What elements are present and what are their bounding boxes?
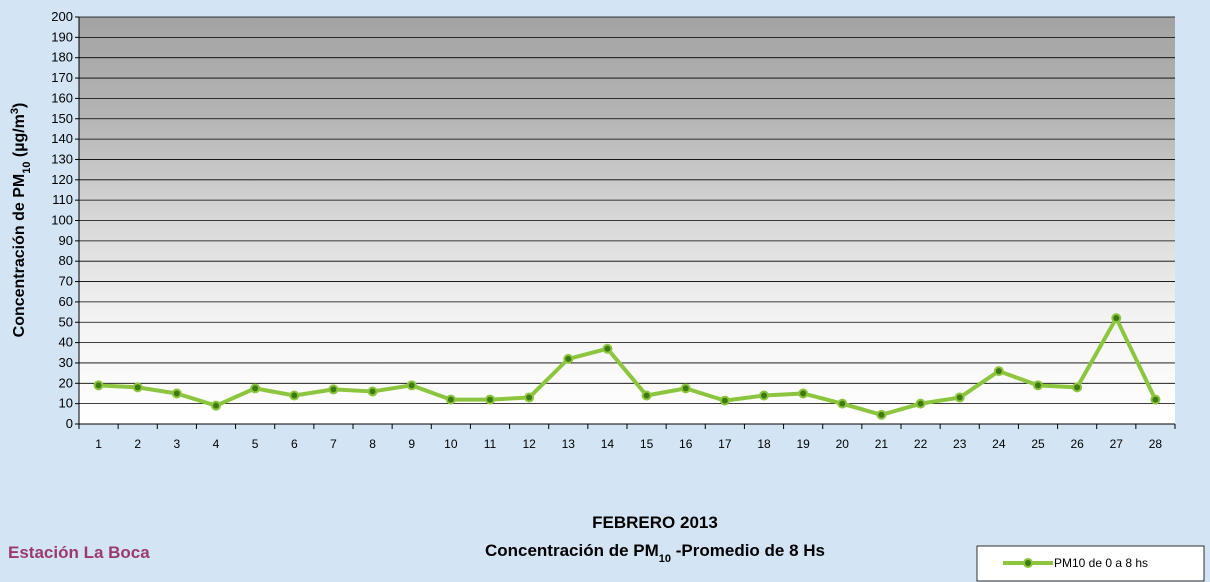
x-tick-label: 1: [95, 437, 102, 451]
data-point: [369, 387, 377, 395]
data-point: [956, 394, 964, 402]
x-tick-label: 14: [601, 437, 615, 451]
chart-subtitle: Concentración de PM10 -Promedio de 8 Hs: [485, 541, 825, 565]
y-tick-label: 50: [59, 314, 73, 329]
y-tick-label: 140: [51, 131, 73, 146]
y-tick-label: 200: [51, 9, 73, 24]
data-point: [95, 381, 103, 389]
y-tick-label: 30: [59, 355, 73, 370]
y-tick-label: 120: [51, 172, 73, 187]
data-point: [1112, 314, 1120, 322]
y-tick-label: 110: [52, 192, 73, 207]
text-part: -Promedio de 8 Hs: [671, 541, 825, 560]
chart-title: FEBRERO 2013: [592, 513, 718, 532]
x-tick-label: 25: [1031, 437, 1045, 451]
text-part: Concentración de PM: [11, 174, 28, 338]
data-point: [1034, 381, 1042, 389]
text-part: 10: [21, 162, 33, 174]
y-tick-label: 150: [51, 111, 73, 126]
y-tick-label: 0: [66, 416, 73, 431]
x-tick-label: 7: [330, 437, 337, 451]
data-point: [995, 367, 1003, 375]
chart: Concentración de PM10 (µg/m3) Concentrac…: [0, 0, 1210, 582]
x-tick-label: 26: [1070, 437, 1084, 451]
y-tick-label: 40: [59, 335, 73, 350]
x-tick-label: 9: [408, 437, 415, 451]
data-point: [1151, 396, 1159, 404]
x-tick-label: 22: [914, 437, 928, 451]
y-tick-label: 20: [59, 375, 73, 390]
x-tick-label: 4: [213, 437, 220, 451]
x-tick-label: 8: [369, 437, 376, 451]
data-point: [486, 396, 494, 404]
legend-label: PM10 de 0 a 8 hs: [1054, 556, 1148, 570]
x-tick-label: 12: [522, 437, 536, 451]
x-tick-label: 28: [1149, 437, 1163, 451]
annotation: Estación La Boca: [8, 543, 150, 562]
data-point: [564, 355, 572, 363]
data-point: [525, 394, 533, 402]
x-tick-label: 6: [291, 437, 298, 451]
y-tick-label: 190: [51, 29, 73, 44]
data-point: [290, 392, 298, 400]
x-tick-label: 2: [134, 437, 141, 451]
data-point: [447, 396, 455, 404]
y-tick-label: 100: [51, 213, 73, 228]
x-tick-label: 11: [484, 437, 497, 451]
text-part: 10: [659, 553, 671, 565]
x-tick-label: 19: [796, 437, 810, 451]
x-tick-label: 16: [679, 437, 693, 451]
text-part: ): [11, 103, 28, 108]
x-tick-label: 13: [562, 437, 576, 451]
x-tick-label: 3: [174, 437, 181, 451]
data-point: [643, 392, 651, 400]
y-tick-label: 170: [51, 70, 73, 85]
y-tick-label: 70: [59, 274, 73, 289]
data-point: [603, 345, 611, 353]
data-point: [760, 392, 768, 400]
data-point: [329, 385, 337, 393]
data-point: [682, 384, 690, 392]
x-tick-label: 10: [444, 437, 458, 451]
x-tick-label: 17: [718, 437, 732, 451]
data-point: [212, 402, 220, 410]
data-point: [408, 381, 416, 389]
y-tick-label: 130: [51, 151, 73, 166]
x-tick-label: 20: [836, 437, 850, 451]
page: {"chart_data": {"type": "line", "title":…: [0, 0, 1210, 582]
y-tick-label: 80: [59, 253, 73, 268]
data-point: [134, 383, 142, 391]
x-tick-label: 15: [640, 437, 654, 451]
y-tick-label: 90: [59, 233, 73, 248]
text-part: (µg/m: [11, 114, 28, 161]
data-point: [799, 389, 807, 397]
data-point: [917, 400, 925, 408]
y-axis-label: Concentración de PM10 (µg/m3): [9, 103, 33, 338]
data-point: [721, 397, 729, 405]
x-tick-label: 5: [252, 437, 259, 451]
text-part: Concentración de PM: [485, 541, 659, 560]
y-tick-label: 160: [51, 90, 73, 105]
data-point: [251, 384, 259, 392]
data-point: [838, 400, 846, 408]
data-point: [877, 411, 885, 419]
y-tick-label: 10: [59, 396, 73, 411]
x-tick-label: 24: [992, 437, 1006, 451]
x-tick-label: 27: [1110, 437, 1124, 451]
data-point: [173, 389, 181, 397]
x-tick-label: 23: [953, 437, 967, 451]
data-point: [1073, 383, 1081, 391]
y-tick-label: 180: [51, 50, 73, 65]
legend-marker: [1024, 559, 1032, 567]
y-tick-label: 60: [59, 294, 73, 309]
x-tick-label: 18: [757, 437, 771, 451]
x-tick-label: 21: [875, 437, 889, 451]
